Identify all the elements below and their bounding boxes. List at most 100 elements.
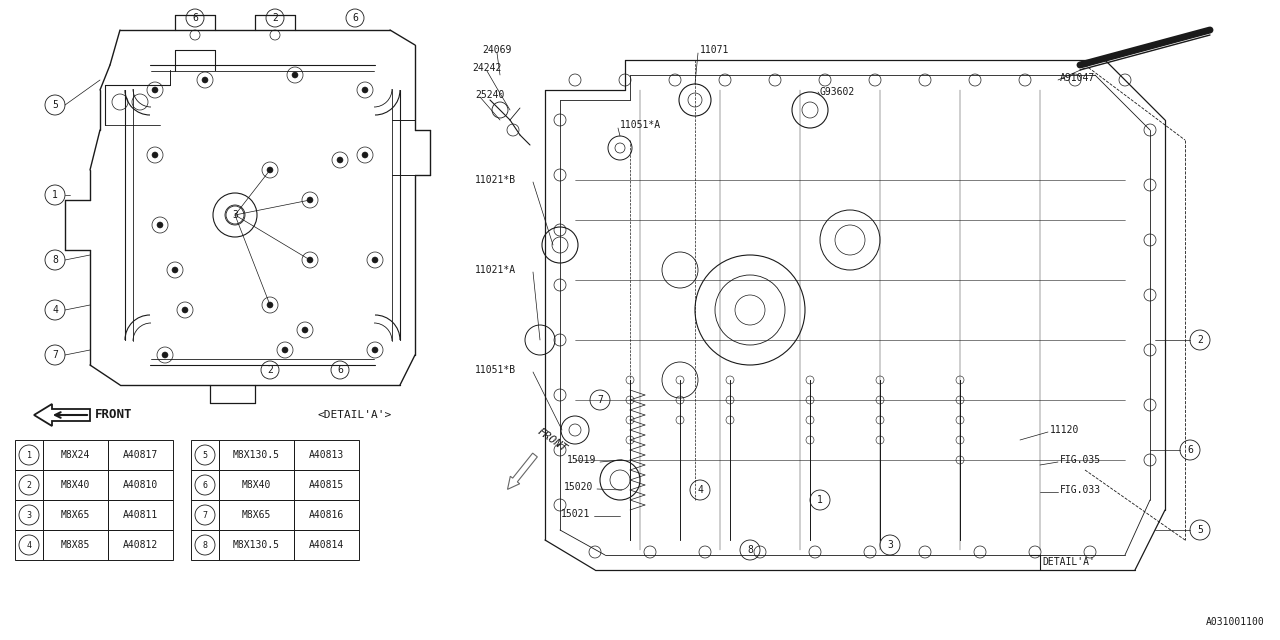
Text: 24069: 24069 [483, 45, 512, 55]
Text: 4: 4 [52, 305, 58, 315]
Circle shape [302, 327, 308, 333]
Text: 4: 4 [698, 485, 703, 495]
Text: A40814: A40814 [308, 540, 344, 550]
Circle shape [202, 77, 207, 83]
Text: 11071: 11071 [700, 45, 730, 55]
Text: G93602: G93602 [820, 87, 855, 97]
Text: 11021*A: 11021*A [475, 265, 516, 275]
Bar [191, 440, 219, 470]
Text: A40817: A40817 [123, 450, 159, 460]
Circle shape [282, 347, 288, 353]
Text: 2: 2 [1197, 335, 1203, 345]
Text: 3: 3 [232, 210, 238, 220]
Bar [108, 530, 173, 560]
Circle shape [182, 307, 188, 313]
Bar [219, 470, 294, 500]
Text: M8X85: M8X85 [61, 540, 90, 550]
Text: M8X65: M8X65 [242, 510, 271, 520]
Bar [191, 500, 219, 530]
Bar [294, 440, 358, 470]
Bar [108, 470, 173, 500]
Text: 1: 1 [817, 495, 823, 505]
Text: DETAIL'A': DETAIL'A' [1042, 557, 1094, 567]
Text: M8X130.5: M8X130.5 [233, 540, 280, 550]
Bar [44, 530, 108, 560]
Bar [294, 500, 358, 530]
Bar [15, 530, 44, 560]
Text: 7: 7 [52, 350, 58, 360]
Text: A91047: A91047 [1060, 73, 1096, 83]
Text: M8X24: M8X24 [61, 450, 90, 460]
Circle shape [362, 152, 369, 158]
Text: 1: 1 [27, 451, 32, 460]
Text: 4: 4 [27, 541, 32, 550]
Circle shape [157, 222, 163, 228]
Text: M8X40: M8X40 [61, 480, 90, 490]
Text: 6: 6 [337, 365, 343, 375]
Bar [108, 500, 173, 530]
Bar [15, 470, 44, 500]
Text: 15021: 15021 [561, 509, 590, 519]
Bar [15, 500, 44, 530]
Text: 5: 5 [52, 100, 58, 110]
Text: M8X65: M8X65 [61, 510, 90, 520]
Text: A40810: A40810 [123, 480, 159, 490]
Text: 2: 2 [268, 365, 273, 375]
Text: 8: 8 [52, 255, 58, 265]
Bar [191, 530, 219, 560]
Bar [44, 500, 108, 530]
Bar [294, 470, 358, 500]
Circle shape [292, 72, 298, 78]
Text: <DETAIL'A'>: <DETAIL'A'> [317, 410, 392, 420]
Text: 2: 2 [273, 13, 278, 23]
Text: 11051*B: 11051*B [475, 365, 516, 375]
Text: 2: 2 [27, 481, 32, 490]
Text: A40811: A40811 [123, 510, 159, 520]
Circle shape [152, 152, 157, 158]
Circle shape [307, 257, 314, 263]
Text: 7: 7 [202, 511, 207, 520]
Bar [44, 440, 108, 470]
Circle shape [307, 197, 314, 203]
Circle shape [362, 87, 369, 93]
Text: 11051*A: 11051*A [620, 120, 662, 130]
Text: A40812: A40812 [123, 540, 159, 550]
Text: A40815: A40815 [308, 480, 344, 490]
Text: FRONT: FRONT [535, 426, 568, 454]
Circle shape [268, 167, 273, 173]
Text: 7: 7 [596, 395, 603, 405]
Bar [219, 440, 294, 470]
Bar [15, 440, 44, 470]
Bar [219, 500, 294, 530]
Text: FIG.033: FIG.033 [1060, 485, 1101, 495]
Circle shape [372, 257, 378, 263]
Text: 5: 5 [1197, 525, 1203, 535]
Text: 15019: 15019 [567, 455, 596, 465]
Text: A40813: A40813 [308, 450, 344, 460]
Text: FRONT: FRONT [95, 408, 133, 422]
Circle shape [152, 87, 157, 93]
Text: 3: 3 [27, 511, 32, 520]
Circle shape [172, 267, 178, 273]
Circle shape [163, 352, 168, 358]
Bar [108, 440, 173, 470]
Circle shape [372, 347, 378, 353]
Text: 1: 1 [52, 190, 58, 200]
Bar [191, 470, 219, 500]
Text: 3: 3 [887, 540, 893, 550]
Text: A40816: A40816 [308, 510, 344, 520]
Bar [294, 530, 358, 560]
Text: 5: 5 [202, 451, 207, 460]
Text: 6: 6 [202, 481, 207, 490]
Text: 24242: 24242 [472, 63, 502, 73]
Text: 15020: 15020 [563, 482, 593, 492]
Text: 25240: 25240 [475, 90, 504, 100]
Text: A031001100: A031001100 [1206, 617, 1265, 627]
Text: 6: 6 [352, 13, 358, 23]
Text: FIG.035: FIG.035 [1060, 455, 1101, 465]
Bar [44, 470, 108, 500]
Circle shape [268, 302, 273, 308]
Text: 11120: 11120 [1050, 425, 1079, 435]
Text: 8: 8 [748, 545, 753, 555]
Text: 6: 6 [1187, 445, 1193, 455]
